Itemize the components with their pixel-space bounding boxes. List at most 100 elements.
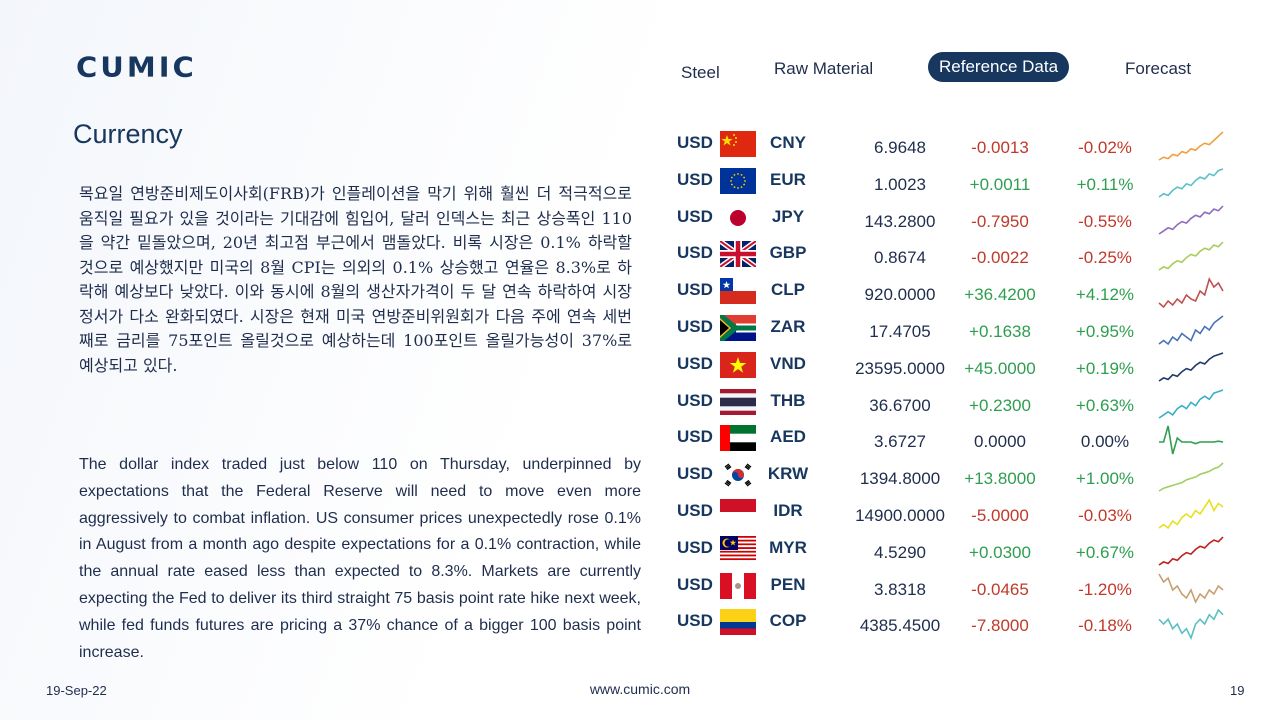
rate-change: -0.7950 — [971, 211, 1029, 231]
base-currency: USD — [677, 353, 713, 373]
rate-change-percent: 0.00% — [1080, 432, 1130, 452]
base-currency: USD — [677, 501, 713, 520]
rate-change: 0.0000 — [974, 432, 1026, 452]
exchange-rate: 6.9648 — [874, 138, 926, 157]
chile-flag-icon — [720, 278, 756, 305]
rate-change: +36.4200 — [964, 285, 1036, 305]
currency-code: VND — [770, 353, 806, 373]
sparkline-series — [1158, 315, 1224, 346]
rate-change-percent: -0.18% — [1078, 616, 1132, 636]
exchange-rate: 920.0000 — [864, 285, 936, 305]
nav-reference-data[interactable]: Reference Data — [928, 52, 1070, 82]
currency-row-pen[interactable]: USD PEN 3.8318 -0.0465 -1.20% — [670, 569, 1240, 605]
currency-row-gbp[interactable]: USD GBP 0.8674 -0.0022 -0.25% — [670, 237, 1240, 273]
rate-change: -7.8000 — [971, 616, 1029, 636]
currency-row-myr[interactable]: USD MYR 4.5290 +0.0300 +0.67% — [670, 532, 1240, 568]
korean-commentary: 목요일 연방준비제도이사회(FRB)가 인플레이션을 막기 위해 훨씬 더 적극… — [79, 184, 632, 375]
sparkline-series — [1158, 536, 1224, 566]
sparkline-chart — [1158, 573, 1224, 604]
nav-steel[interactable]: Steel — [681, 63, 720, 82]
exchange-rate: 1.0023 — [874, 174, 926, 194]
currency-row-jpy[interactable]: USD JPY 143.2800 -0.7950 -0.55% — [670, 201, 1240, 237]
sparkline-series — [1158, 609, 1224, 641]
page-title: Currency — [73, 119, 183, 149]
currency-row-vnd[interactable]: USD VND 23595.0000 +45.0000 +0.19% — [670, 348, 1240, 384]
indonesia-flag-icon — [720, 499, 756, 525]
rate-change-percent: -0.03% — [1078, 506, 1132, 525]
currency-row-idr[interactable]: USD IDR 14900.0000 -5.0000 -0.03% — [670, 495, 1240, 531]
sparkline-series — [1158, 498, 1224, 530]
base-currency: USD — [677, 611, 713, 631]
sparkline-chart — [1158, 462, 1224, 492]
base-currency: USD — [677, 537, 713, 557]
sparkline-chart — [1158, 352, 1224, 382]
currency-row-eur[interactable]: USD EUR 1.0023 +0.0011 +0.11% — [670, 164, 1240, 200]
korea-flag-icon — [720, 462, 756, 489]
currency-code: IDR — [773, 501, 803, 520]
rate-change: -0.0465 — [971, 579, 1029, 599]
rate-change: +45.0000 — [964, 358, 1036, 378]
rate-change: -0.0013 — [971, 138, 1029, 157]
peru-flag-icon — [720, 572, 756, 599]
currency-code: ZAR — [770, 317, 806, 336]
rate-change-percent: -0.55% — [1078, 211, 1132, 231]
vietnam-flag-icon — [720, 351, 756, 378]
sparkline-chart — [1158, 277, 1224, 309]
currency-row-aed[interactable]: USD AED 3.6727 0.0000 0.00% — [670, 421, 1240, 457]
currency-code: MYR — [769, 537, 807, 557]
exchange-rate: 4.5290 — [874, 542, 926, 562]
eu-flag-icon — [720, 167, 756, 194]
japan-flag-icon — [720, 204, 756, 231]
malaysia-flag-icon — [720, 535, 756, 562]
base-currency: USD — [677, 427, 713, 447]
currency-row-cop[interactable]: USD COP 4385.4500 -7.8000 -0.18% — [670, 605, 1240, 641]
rate-change-percent: -0.02% — [1078, 138, 1132, 157]
rate-change-percent: +0.67% — [1075, 542, 1135, 562]
page-number: 19 — [1230, 683, 1245, 698]
sparkline-series — [1158, 241, 1224, 272]
sparkline-chart — [1158, 609, 1224, 641]
currency-row-thb[interactable]: USD THB 36.6700 +0.2300 +0.63% — [670, 385, 1240, 421]
currency-row-zar[interactable]: USD ZAR 17.4705 +0.1638 +0.95% — [670, 311, 1240, 347]
sparkline-series — [1158, 352, 1224, 382]
currency-code: AED — [770, 427, 806, 447]
china-flag-icon — [720, 131, 756, 157]
rate-change: +0.0300 — [969, 542, 1031, 562]
currency-row-krw[interactable]: USD KRW 1394.8000 +13.8000 +1.00% — [670, 458, 1240, 494]
currency-row-cny[interactable]: USD CNY 6.9648 -0.0013 -0.02% — [670, 127, 1240, 163]
currency-code: CLP — [771, 280, 805, 300]
rate-change-percent: +4.12% — [1075, 285, 1135, 305]
english-commentary: The dollar index traded just below 110 o… — [79, 456, 641, 661]
exchange-rate: 36.6700 — [869, 395, 931, 415]
thailand-flag-icon — [720, 388, 756, 415]
rate-change-percent: -0.25% — [1078, 248, 1132, 268]
sparkline-chart — [1158, 241, 1224, 272]
currency-code: GBP — [769, 243, 807, 263]
currency-row-clp[interactable]: USD CLP 920.0000 +36.4200 +4.12% — [670, 274, 1240, 310]
base-currency: USD — [677, 280, 713, 300]
sparkline-series — [1158, 168, 1224, 198]
rate-change-percent: +0.19% — [1075, 358, 1135, 378]
sparkline-series — [1158, 277, 1224, 309]
exchange-rate: 23595.0000 — [855, 358, 945, 378]
sparkline-chart — [1158, 131, 1224, 161]
footer-url[interactable]: www.cumic.com — [589, 681, 691, 697]
exchange-rate: 17.4705 — [869, 322, 931, 341]
rate-change: -5.0000 — [971, 506, 1029, 525]
sparkline-series — [1158, 205, 1224, 235]
sparkline-series — [1158, 131, 1224, 161]
currency-code: CNY — [770, 133, 806, 152]
rate-change-percent: -1.20% — [1078, 579, 1132, 599]
sparkline-chart — [1158, 536, 1224, 566]
exchange-rate: 14900.0000 — [855, 506, 945, 525]
sparkline-chart — [1158, 498, 1224, 530]
footer-date: 19-Sep-22 — [46, 683, 107, 698]
exchange-rate: 143.2800 — [864, 211, 936, 231]
base-currency: USD — [677, 464, 713, 484]
nav-forecast[interactable]: Forecast — [1125, 59, 1192, 78]
base-currency: USD — [677, 243, 713, 263]
cumic-logo[interactable]: CUMIC — [76, 50, 197, 84]
currency-code: JPY — [771, 206, 805, 226]
rate-change: -0.0022 — [971, 248, 1029, 268]
nav-raw-material[interactable]: Raw Material — [774, 59, 874, 78]
